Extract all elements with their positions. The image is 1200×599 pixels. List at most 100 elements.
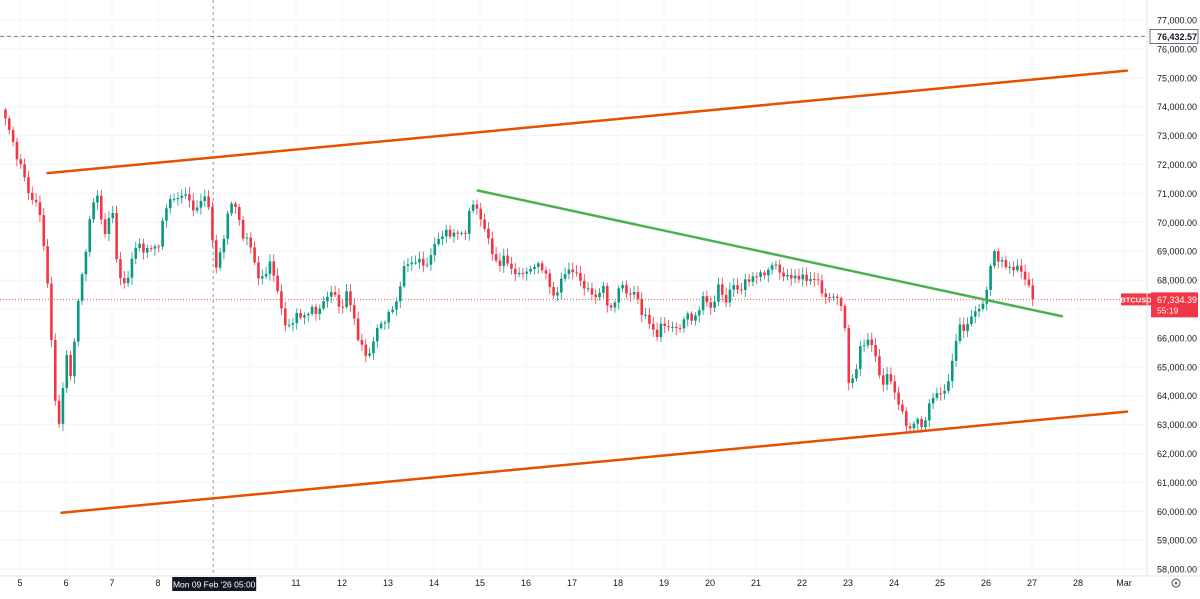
upper-channel-line[interactable] [46, 69, 1129, 175]
candle-body [425, 264, 429, 266]
y-tick-label: 62,000.00 [1157, 449, 1197, 459]
candle-up [559, 272, 563, 300]
candle-body [885, 374, 889, 385]
candle-down [724, 287, 728, 307]
candle-body [119, 259, 122, 279]
candle-body [310, 306, 314, 314]
candle-down [594, 289, 598, 305]
candle-body [671, 326, 674, 328]
x-tick-label: 6 [63, 578, 68, 588]
candle-down [249, 232, 253, 254]
candle-body [621, 284, 624, 289]
candle-down [513, 262, 517, 282]
candle-up [161, 217, 164, 251]
candle-body [364, 344, 368, 356]
candle-up [65, 350, 69, 393]
x-tick-label: 14 [429, 578, 439, 588]
candle-body [23, 164, 26, 178]
candle-body [521, 272, 525, 274]
candle-down [651, 316, 655, 337]
drawing-layer[interactable] [46, 69, 1129, 514]
candle-body [7, 118, 11, 131]
candle-body [42, 215, 46, 247]
candle-body [456, 232, 460, 234]
candle-up [318, 304, 322, 321]
candle-up [111, 205, 115, 224]
candle-down [901, 399, 904, 415]
candle-down [103, 213, 107, 238]
candle-body [149, 248, 153, 250]
candle-body [452, 232, 456, 237]
candle-body [881, 375, 885, 385]
candle-up [303, 312, 306, 325]
candle-up [793, 268, 797, 284]
y-tick-label: 58,000.00 [1157, 565, 1197, 575]
candle-body [295, 312, 299, 324]
candle-up [138, 238, 141, 252]
axis-layer: 58,000.00 59,000.00 60,000.00 61,000.00 62,0… [17, 16, 1199, 591]
candle-body [375, 328, 379, 342]
candle-body [590, 288, 594, 295]
descending-trendline-line[interactable] [476, 189, 1064, 318]
settings-icon[interactable] [1171, 578, 1181, 588]
candle-down [483, 213, 486, 232]
candle-down [257, 255, 260, 286]
candle-up [176, 192, 180, 206]
candle-up [406, 258, 410, 273]
candle-down [27, 170, 30, 201]
candle-up [153, 244, 157, 256]
candle-body [989, 265, 992, 290]
candle-body [99, 195, 103, 220]
candle-body [88, 219, 92, 252]
candle-down [939, 387, 943, 401]
candle-up [766, 267, 770, 283]
candle-up [168, 194, 172, 214]
candle-body [540, 263, 544, 271]
candle-body [916, 418, 920, 424]
candle-down [636, 285, 640, 304]
candle-body [563, 273, 567, 279]
candle-up [602, 281, 605, 299]
candle-body [318, 308, 322, 315]
candle-body [368, 353, 371, 356]
candle-down [521, 268, 525, 280]
candle-body [690, 313, 693, 321]
candle-up [134, 241, 138, 265]
candle-up [287, 318, 291, 328]
candle-up [536, 261, 540, 274]
candle-down [7, 115, 11, 135]
candle-down [53, 333, 57, 406]
candle-up [418, 251, 421, 269]
candle-down [1023, 264, 1027, 286]
candle-body [878, 356, 881, 376]
candle-body [697, 310, 701, 316]
candle-body [533, 266, 536, 269]
candle-body [924, 420, 927, 428]
candle-up [927, 399, 931, 428]
candle-down [498, 253, 502, 272]
candle-up [989, 263, 992, 297]
candle-up [260, 269, 264, 285]
candle-body [402, 266, 406, 287]
candle-body [329, 292, 333, 297]
candle-up [444, 224, 448, 244]
candle-down [333, 285, 337, 297]
candle-body [759, 272, 762, 277]
candle-body [73, 341, 76, 377]
candle-up [372, 337, 375, 360]
candle-up [563, 267, 567, 283]
candle-up [954, 333, 958, 367]
candle-body [490, 238, 494, 255]
candle-up [950, 353, 954, 389]
candle-body [839, 298, 843, 307]
candle-body [345, 291, 348, 308]
candle-up [632, 286, 636, 299]
candle-up [586, 281, 590, 292]
candle-body [283, 308, 287, 326]
candle-body [628, 293, 632, 295]
candle-up [598, 288, 601, 301]
candle-down [234, 201, 237, 214]
lower-channel-line[interactable] [60, 410, 1129, 514]
